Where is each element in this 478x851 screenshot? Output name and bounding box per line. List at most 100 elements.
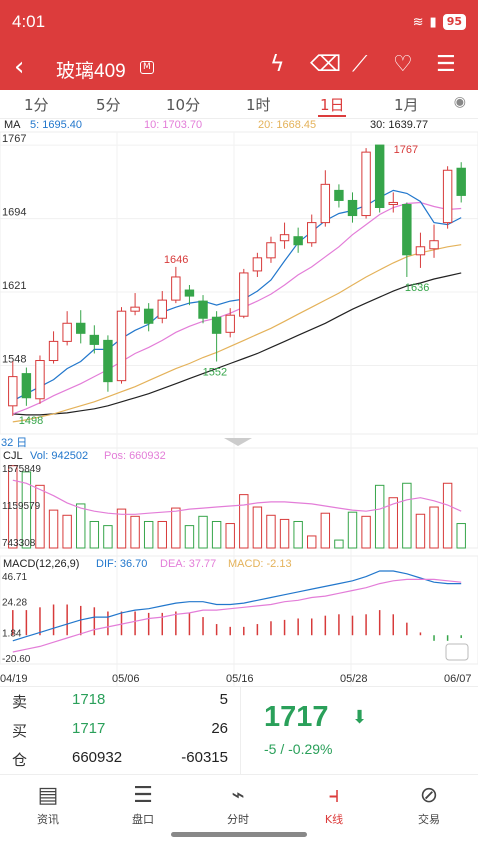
volume-bar: [103, 525, 113, 549]
volume-tick-label: 1575849: [2, 464, 41, 475]
eye-icon[interactable]: ◉: [453, 94, 466, 110]
candle-body: [361, 151, 371, 217]
nav-order-book[interactable]: ☰ 盘口: [108, 781, 178, 827]
volume-bar: [361, 515, 371, 549]
dif-value: DIF: 36.70: [96, 558, 147, 570]
buy-row[interactable]: 买 1717 26: [0, 716, 240, 744]
candle-body: [225, 314, 235, 333]
quote-divider: [240, 687, 241, 775]
candle-body: [157, 299, 167, 319]
line-draw-icon[interactable]: ⟋: [352, 52, 368, 77]
ma5-line: [12, 189, 462, 402]
sell-price: 1718: [72, 691, 106, 708]
nav-news[interactable]: ▤ 资讯: [13, 781, 83, 827]
ma-legend: MA 5: 1695.40 10: 1703.70 20: 1668.45 30…: [0, 118, 478, 132]
candle-body: [293, 236, 303, 246]
volume-bar: [266, 514, 276, 549]
price-annotation: 1636: [405, 282, 429, 294]
candle-body: [21, 373, 32, 399]
date-axis-label: 04/19: [0, 673, 28, 685]
candle-body: [279, 234, 290, 242]
volume-label: CJL: [3, 450, 23, 462]
date-axis-label: 05/06: [112, 673, 140, 685]
nav-intraday[interactable]: ⌁ 分时: [203, 781, 273, 827]
volume-value: Vol: 942502: [30, 450, 88, 462]
ma10-line: [12, 201, 462, 415]
volume-bar: [198, 515, 208, 549]
position-line: [12, 479, 462, 515]
price-annotation: 1552: [203, 367, 227, 379]
tab-5min[interactable]: 5分: [96, 96, 121, 114]
home-indicator: [171, 832, 307, 837]
active-tab-underline: [318, 115, 346, 117]
candle-body: [116, 310, 127, 382]
volume-bar: [157, 520, 167, 549]
tab-1hour[interactable]: 1时: [246, 96, 271, 114]
macd-tick-label: 46.71: [2, 572, 27, 583]
period-tabs: 1分 5分 10分 1时 1日 1月 ◉: [0, 90, 478, 119]
date-axis-label: 05/16: [226, 673, 254, 685]
lightning-icon[interactable]: ϟ: [270, 52, 285, 77]
candle-body: [130, 306, 140, 312]
candle-body: [143, 308, 154, 324]
nav-kline[interactable]: ⫞ K线: [299, 781, 369, 827]
volume-tick-label: 743308: [2, 538, 36, 549]
candle-body: [62, 322, 72, 342]
price-annotation: 1498: [19, 415, 43, 427]
tab-1month[interactable]: 1月: [394, 96, 419, 114]
tab-1day[interactable]: 1日: [320, 96, 345, 114]
candle-body: [198, 300, 208, 319]
tab-1min[interactable]: 1分: [24, 96, 49, 114]
tab-10min[interactable]: 10分: [166, 96, 201, 114]
volume-bar: [89, 520, 100, 549]
last-price: 1717: [264, 701, 329, 733]
nav-news-label: 资讯: [37, 813, 59, 826]
price-pane-frame: [0, 131, 478, 435]
price-tick-label: 1548: [2, 354, 26, 366]
volume-bar: [184, 525, 195, 549]
ma-label: MA: [4, 119, 21, 131]
dea-line: [12, 578, 462, 653]
volume-bar: [388, 497, 398, 549]
sell-label: 卖: [12, 694, 28, 711]
eraser-icon[interactable]: ⌫: [310, 52, 342, 77]
candle-body: [442, 169, 453, 224]
nav-trade[interactable]: ⊘ 交易: [394, 781, 464, 827]
candle-body: [211, 316, 222, 334]
period-count-label: 32 日: [1, 437, 27, 449]
price-change: -5 / -0.29%: [264, 741, 333, 757]
volume-bar: [211, 520, 222, 549]
candle-body: [48, 340, 59, 362]
wifi-icon: ≋: [412, 14, 424, 30]
trade-icon: ⊘: [419, 783, 439, 808]
volume-bar: [293, 520, 303, 549]
sell-volume: 5: [219, 691, 228, 708]
price-tick-label: 1694: [2, 207, 26, 219]
volume-bar: [35, 484, 45, 549]
macd-pane-frame: [0, 555, 478, 665]
volume-bar: [415, 513, 426, 549]
heart-plus-icon[interactable]: ♡: [393, 52, 413, 77]
volume-bar: [456, 523, 466, 549]
page-title: 玻璃409: [56, 61, 126, 82]
kline-chart-area[interactable]: 1767 1694 1621 1548 1767 1646 1636 1552 1498 32 日…: [0, 118, 478, 686]
menu-icon[interactable]: ☰: [436, 52, 456, 77]
ma30-line: [12, 272, 462, 416]
volume-bar: [116, 508, 127, 549]
down-arrow-icon: ⬇: [352, 707, 368, 728]
buy-label: 买: [12, 723, 28, 740]
back-arrow-icon[interactable]: ‹: [14, 52, 25, 82]
position-value-legend: Pos: 660932: [104, 450, 166, 462]
title-bar: ‹ 玻璃409 M ϟ ⌫ ⟋ ♡ ☰: [0, 46, 478, 90]
price-annotation: 1767: [394, 144, 418, 156]
nav-trade-label: 交易: [418, 813, 440, 826]
volume-pane-frame: [0, 447, 478, 549]
ma20-line: [12, 244, 462, 423]
candle-body: [320, 183, 331, 224]
candle-body: [347, 199, 358, 217]
price-tick-label: 1767: [2, 133, 26, 145]
sell-row[interactable]: 卖 1718 5: [0, 687, 240, 715]
order-book-icon: ☰: [133, 783, 153, 808]
candle-body: [103, 339, 113, 383]
dif-line: [12, 570, 462, 642]
